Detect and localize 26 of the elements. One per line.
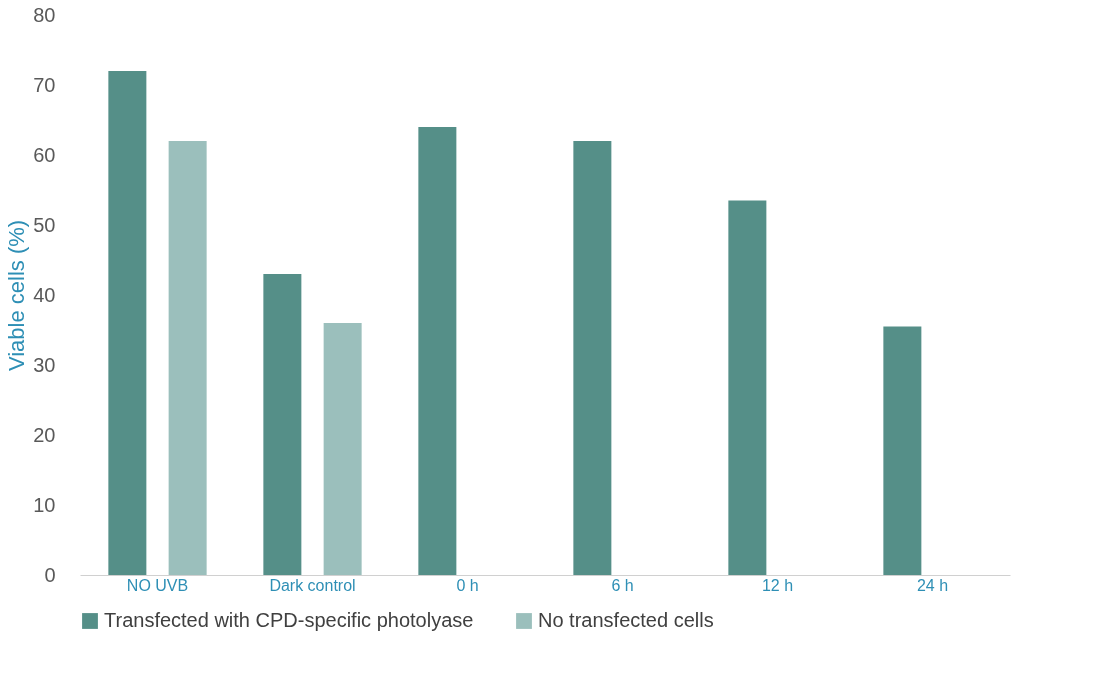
x-tick-label: Dark control: [269, 576, 356, 594]
bar: [883, 326, 922, 575]
y-tick-label: 40: [33, 283, 56, 306]
bar: [418, 127, 457, 575]
legend-label: No transfected cells: [538, 609, 714, 631]
y-tick-label: 60: [33, 143, 56, 166]
y-tick-label: 20: [33, 423, 56, 446]
bar: [263, 274, 302, 575]
x-tick-label: 24 h: [916, 576, 949, 594]
bar: [323, 323, 362, 575]
x-tick-label: NO UVB: [126, 576, 189, 594]
bar: [573, 141, 612, 575]
bar: [728, 200, 767, 575]
x-tick-label: 6 h: [611, 576, 634, 594]
y-tick-label: 10: [33, 493, 56, 516]
y-axis-title: Viable cells (%): [4, 219, 30, 372]
legend-label: Transfected with CPD-specific photolyase: [104, 609, 474, 631]
y-tick-label: 50: [33, 213, 56, 236]
y-tick-label: 30: [33, 353, 56, 376]
y-tick-label: 0: [44, 563, 56, 586]
bar: [168, 141, 207, 575]
y-tick-label: 80: [33, 3, 56, 26]
bar: [108, 71, 147, 575]
x-tick-label: 12 h: [761, 576, 794, 594]
x-tick-label: 0 h: [456, 576, 479, 594]
y-tick-label: 70: [33, 73, 56, 96]
